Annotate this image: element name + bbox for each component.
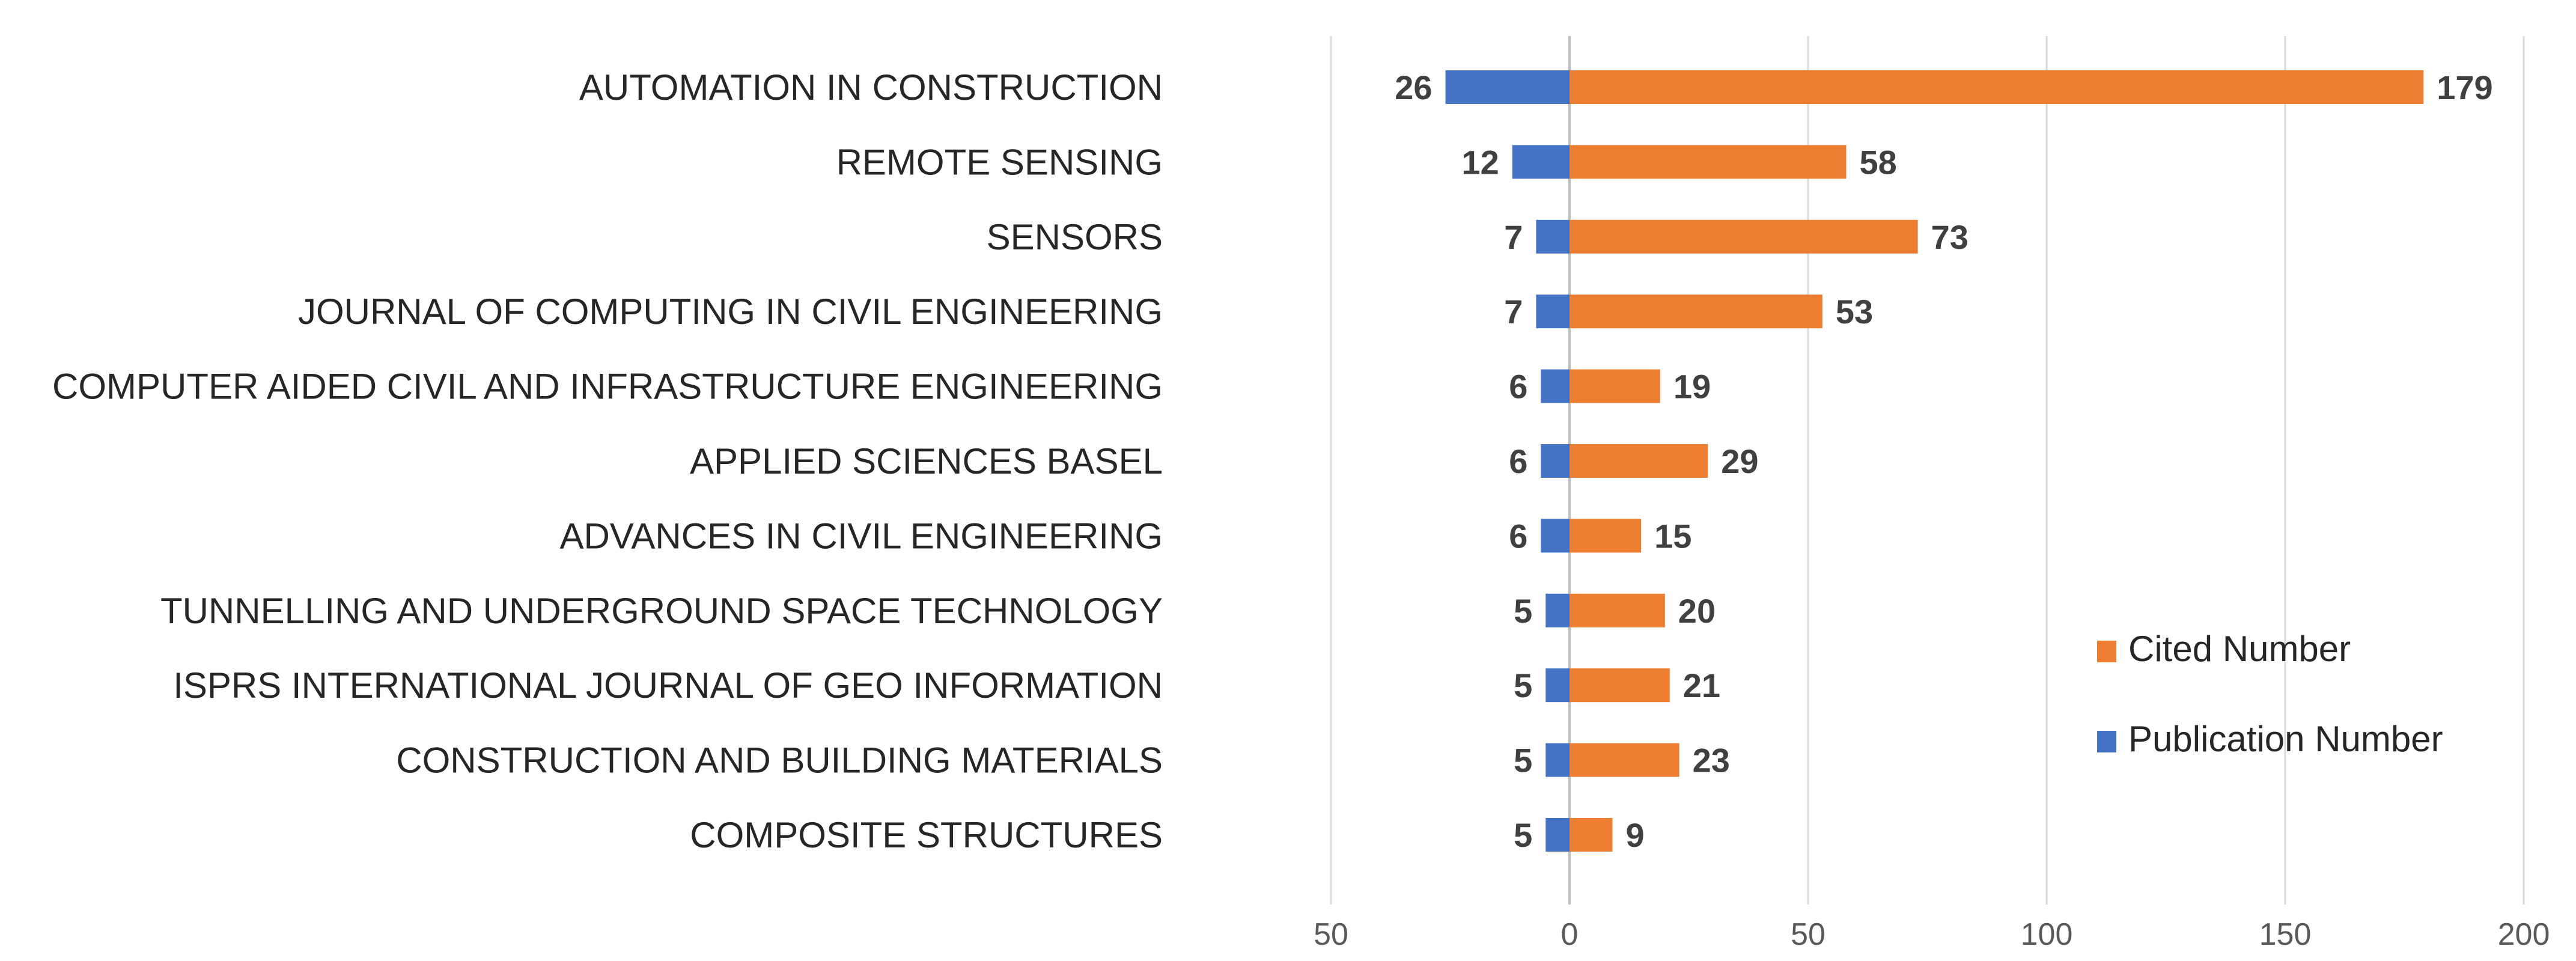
legend-label: Publication Number xyxy=(2128,719,2443,759)
category-label: ISPRS INTERNATIONAL JOURNAL OF GEO INFOR… xyxy=(173,665,1163,706)
category-label: ADVANCES IN CIVIL ENGINEERING xyxy=(559,516,1163,556)
cited-bar xyxy=(1570,294,1822,329)
publication-value-label: 7 xyxy=(1504,293,1523,331)
category-label: REMOTE SENSING xyxy=(836,142,1163,182)
cited-value-label: 58 xyxy=(1860,143,1897,181)
cited-value-label: 29 xyxy=(1721,442,1758,480)
cited-bar xyxy=(1570,743,1679,777)
cited-bar xyxy=(1570,369,1660,403)
category-label: SENSORS xyxy=(987,217,1163,257)
publication-value-label: 6 xyxy=(1509,442,1527,480)
labels: 50 0 50 100 150 200 AUTOMATION IN CONSTRUCTION… xyxy=(52,67,2550,952)
x-tick-label: 200 xyxy=(2498,917,2550,952)
cited-value-label: 20 xyxy=(1678,592,1716,630)
publication-value-label: 12 xyxy=(1461,143,1499,181)
category-label: COMPUTER AIDED CIVIL AND INFRASTRUCTURE … xyxy=(52,367,1163,407)
publication-value-label: 7 xyxy=(1504,218,1523,256)
category-label: AUTOMATION IN CONSTRUCTION xyxy=(579,67,1163,108)
category-label: CONSTRUCTION AND BUILDING MATERIALS xyxy=(396,740,1163,781)
gridlines xyxy=(1330,36,2525,905)
publication-bar xyxy=(1545,668,1570,703)
publication-value-label: 5 xyxy=(1514,667,1532,704)
category-label: APPLIED SCIENCES BASEL xyxy=(690,441,1163,481)
cited-bar xyxy=(1570,70,2424,104)
cited-bar xyxy=(1570,145,1847,179)
publication-value-label: 5 xyxy=(1514,592,1532,630)
legend-label: Cited Number xyxy=(2128,629,2351,669)
x-tick-label: 0 xyxy=(1561,917,1579,952)
cited-bar xyxy=(1570,519,1642,553)
x-tick-label: 50 xyxy=(1791,917,1825,952)
category-label: JOURNAL OF COMPUTING IN CIVIL ENGINEERIN… xyxy=(298,291,1163,332)
publication-bar xyxy=(1541,369,1570,403)
publication-value-label: 6 xyxy=(1509,517,1527,555)
publication-bar xyxy=(1545,743,1570,777)
cited-value-label: 9 xyxy=(1625,816,1644,854)
legend: Cited Number Publication Number xyxy=(2097,629,2443,759)
bars xyxy=(1445,70,2424,852)
publication-bar xyxy=(1512,145,1570,179)
cited-bar xyxy=(1570,219,1918,254)
publication-value-label: 5 xyxy=(1514,742,1532,779)
cited-value-label: 19 xyxy=(1673,368,1711,406)
legend-swatch xyxy=(2097,731,2116,752)
cited-value-label: 23 xyxy=(1693,742,1730,779)
x-tick-label: 150 xyxy=(2259,917,2312,952)
legend-swatch xyxy=(2097,641,2116,662)
cited-bar xyxy=(1570,444,1708,478)
x-tick-label: 50 xyxy=(1314,917,1348,952)
publication-value-label: 6 xyxy=(1509,368,1527,406)
publication-value-label: 26 xyxy=(1395,69,1432,106)
cited-value-label: 21 xyxy=(1683,667,1720,704)
publication-bar xyxy=(1445,70,1570,104)
cited-bar xyxy=(1570,818,1613,852)
cited-value-label: 15 xyxy=(1654,517,1691,555)
category-label: COMPOSITE STRUCTURES xyxy=(690,815,1163,855)
publication-value-label: 5 xyxy=(1514,816,1532,854)
cited-bar xyxy=(1570,593,1665,627)
cited-bar xyxy=(1570,668,1670,703)
publication-bar xyxy=(1545,818,1570,852)
publication-bar xyxy=(1545,593,1570,627)
cited-value-label: 73 xyxy=(1931,218,1969,256)
publication-bar xyxy=(1541,519,1570,553)
publication-bar xyxy=(1536,294,1570,329)
cited-value-label: 53 xyxy=(1836,293,1873,331)
publication-bar xyxy=(1541,444,1570,478)
category-label: TUNNELLING AND UNDERGROUND SPACE TECHNOL… xyxy=(160,591,1163,631)
x-tick-label: 100 xyxy=(2021,917,2073,952)
cited-value-label: 179 xyxy=(2437,69,2492,106)
publication-bar xyxy=(1536,219,1570,254)
